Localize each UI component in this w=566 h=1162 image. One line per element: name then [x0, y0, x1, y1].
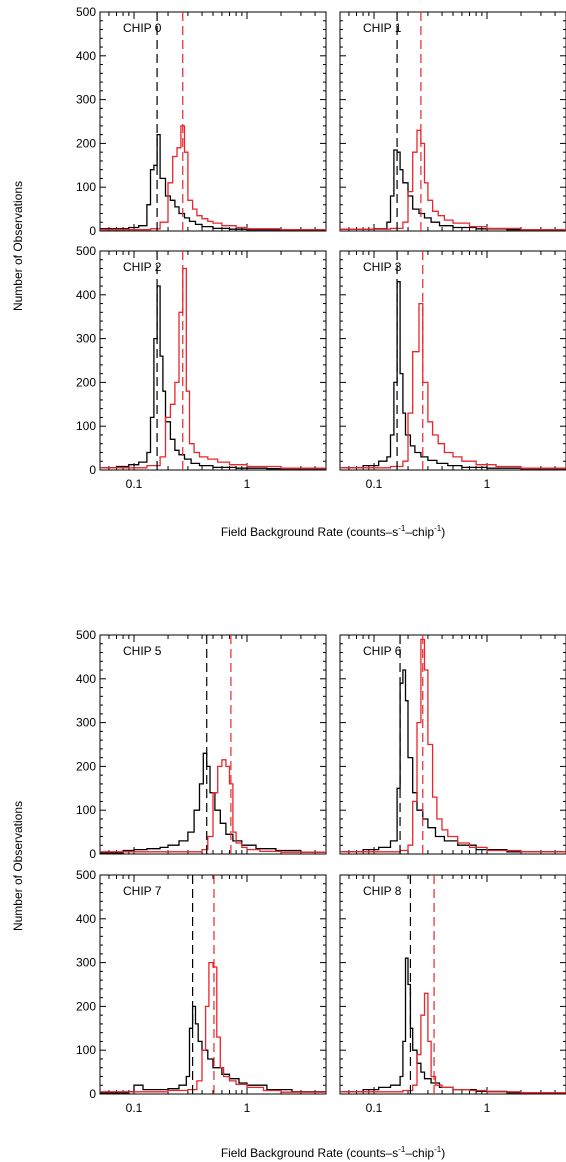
chip-8-red-histogram	[340, 992, 566, 1094]
chip-7-black-histogram	[100, 1005, 327, 1094]
chip-3-black-histogram	[340, 281, 566, 470]
chip-0-ytick-label: 400	[76, 49, 96, 63]
chip-7-ytick-label: 500	[76, 868, 96, 882]
chip-2-black-histogram	[100, 285, 327, 470]
chip-1-label: CHIP 1	[363, 21, 402, 35]
chip-0-ytick-label: 300	[76, 93, 96, 107]
chip-3-red-histogram	[340, 302, 566, 469]
x-axis-label-bottom: Field Background Rate (counts–s-1–chip-1…	[221, 1145, 445, 1160]
y-axis-label-bottom: Number of Observations	[11, 801, 25, 931]
chip-7-ytick-label: 100	[76, 1043, 96, 1057]
chip-3-panel: 0.1 1 CHIP 3	[339, 250, 566, 491]
chip-3-xtick-label: 1	[484, 477, 491, 491]
chip-5-label: CHIP 5	[123, 644, 162, 658]
chip-2-ytick-label: 400	[76, 288, 96, 302]
chip-6-black-histogram	[340, 669, 566, 853]
chip-1-red-histogram	[340, 129, 566, 231]
chip-1-panel: CHIP 1	[339, 11, 566, 232]
x-axis-label-bottom-main: Field Background Rate (counts–s	[221, 1146, 398, 1160]
chip-5-ytick-label: 300	[76, 716, 96, 730]
chip-7-ytick-label: 400	[76, 912, 96, 926]
chip-7-panel: 0 100 200 300 400 500 0.1 1 CHIP 7	[76, 868, 327, 1115]
chip-5-ytick-label: 200	[76, 759, 96, 773]
chip-6-frame	[339, 634, 566, 855]
chip-0-ytick-label: 0	[89, 224, 96, 238]
chip-0-ytick-label: 200	[76, 136, 96, 150]
chip-3-frame	[339, 250, 566, 471]
x-axis-label-top-mid: –chip	[405, 525, 434, 539]
chip-2-ytick-label: 200	[76, 375, 96, 389]
chip-7-ytick-label: 300	[76, 956, 96, 970]
chip-0-panel: 0 100 200 300 400 500 CHIP 0	[76, 5, 327, 238]
chip-6-label: CHIP 6	[363, 644, 402, 658]
chip-2-ytick-label: 100	[76, 419, 96, 433]
x-axis-label-bottom-sup1: -1	[398, 1145, 406, 1154]
chip-2-ytick-label: 500	[76, 244, 96, 258]
x-axis-label-top-main: Field Background Rate (counts–s	[221, 525, 398, 539]
chip-5-red-histogram	[100, 759, 327, 853]
y-axis-label-top: Number of Observations	[11, 181, 25, 311]
x-axis-label-top-sup2: -1	[434, 524, 442, 533]
x-axis-label-bottom-sup2: -1	[434, 1145, 442, 1154]
chip-2-red-histogram	[100, 267, 327, 469]
chip-5-ytick-label: 100	[76, 803, 96, 817]
x-axis-label-top: Field Background Rate (counts–s-1–chip-1…	[221, 524, 445, 539]
chip-7-xtick-label: 0.1	[126, 1101, 143, 1115]
chip-7-red-histogram	[100, 961, 327, 1093]
chip-6-panel: CHIP 6	[339, 634, 566, 855]
chip-5-ytick-label: 500	[76, 628, 96, 642]
chip-8-frame	[339, 874, 566, 1095]
x-axis-label-bottom-mid: –chip	[405, 1146, 434, 1160]
chip-0-ytick-label: 500	[76, 5, 96, 19]
chip-6-red-histogram	[340, 638, 566, 853]
chip-8-panel: 0.1 1 CHIP 8	[339, 874, 566, 1115]
chip-2-xtick-label: 1	[244, 477, 251, 491]
chip-7-ytick-label: 200	[76, 999, 96, 1013]
chip-1-black-histogram	[340, 149, 566, 231]
x-axis-label-top-end: )	[441, 525, 445, 539]
chip-7-xtick-label: 1	[244, 1101, 251, 1115]
chip-0-red-histogram	[100, 125, 327, 231]
chip-3-label: CHIP 3	[363, 260, 402, 274]
chip-0-label: CHIP 0	[123, 21, 162, 35]
chip-2-frame	[99, 250, 327, 471]
chip-0-black-histogram	[100, 133, 326, 231]
chip-1-frame	[339, 11, 566, 232]
chip-8-black-histogram	[340, 957, 566, 1094]
x-axis-label-bottom-end: )	[441, 1146, 445, 1160]
chip-2-panel: 0 100 200 300 400 500 0.1 1 CHIP 2	[76, 244, 327, 491]
chip-7-ytick-label: 0	[89, 1087, 96, 1101]
chip-2-label: CHIP 2	[123, 260, 162, 274]
chip-2-ytick-label: 300	[76, 332, 96, 346]
chip-2-xtick-label: 0.1	[126, 477, 143, 491]
chip-0-frame	[99, 11, 327, 232]
chip-5-panel: 0 100 200 300 400 500 CHIP 5	[76, 628, 327, 861]
chip-0-ytick-label: 100	[76, 180, 96, 194]
x-axis-label-top-sup1: -1	[398, 524, 406, 533]
chip-3-xtick-label: 0.1	[366, 477, 383, 491]
chip-5-ytick-label: 400	[76, 672, 96, 686]
chip-8-label: CHIP 8	[363, 884, 402, 898]
chip-5-ytick-label: 0	[89, 847, 96, 861]
chip-2-ytick-label: 0	[89, 463, 96, 477]
chip-8-xtick-label: 1	[484, 1101, 491, 1115]
chip-8-xtick-label: 0.1	[366, 1101, 383, 1115]
chip-7-label: CHIP 7	[123, 884, 162, 898]
